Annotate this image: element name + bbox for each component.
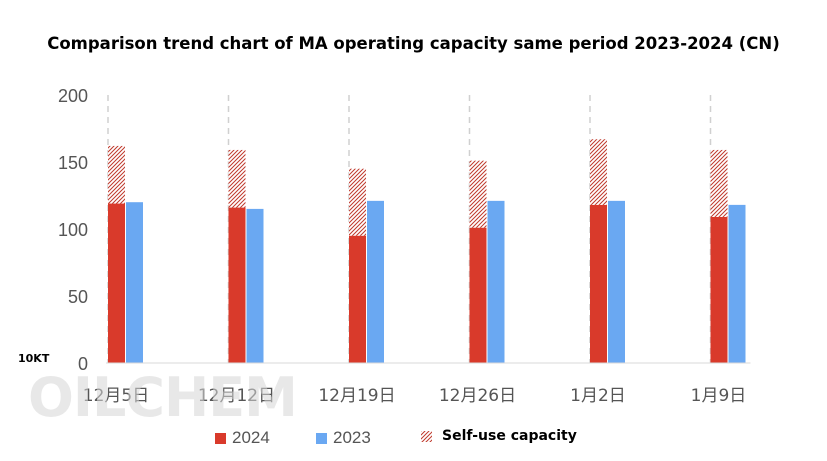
bar-2023 [246,208,264,363]
bar-2024 [108,203,125,363]
legend-item-self-use: Self-use capacity [421,428,577,444]
legend-swatch-self-use [421,430,432,442]
bar-2023 [728,204,746,363]
bar-2024 [590,204,607,363]
bar-2024 [349,235,366,363]
bar-self-use-capacity [710,149,728,217]
bar-self-use-capacity [349,168,366,236]
y-tick-label: 150 [58,153,88,173]
y-tick-label: 100 [58,220,88,240]
x-tick-label: 12月19日 [318,386,395,406]
chart-title: Comparison trend chart of MA operating c… [47,34,780,53]
legend-label-2023: 2023 [333,428,371,447]
chart-legend: 2024 2023 Self-use capacity [0,428,827,450]
y-tick-label: 50 [68,287,88,307]
y-tick-label: 0 [78,354,88,374]
legend-swatch-2023 [316,432,327,444]
bar-2023 [608,200,625,363]
legend-label-self-use: Self-use capacity [442,428,577,444]
bar-self-use-capacity [469,160,487,228]
bar-2023 [367,200,384,363]
y-tick-label: 200 [58,86,88,106]
y-axis-unit-label: 10KT [18,352,50,365]
bar-2023 [126,202,143,363]
legend-item-2023: 2023 [316,428,371,448]
bar-2024 [710,216,728,363]
bar-self-use-capacity [108,145,125,204]
bar-2023 [487,200,505,363]
watermark-logo: OILCHEM [28,366,298,429]
bar-2024 [228,207,246,363]
bar-self-use-capacity [590,139,607,205]
x-tick-label: 12月12日 [198,386,275,406]
x-tick-label: 12月5日 [83,386,149,406]
bar-2024 [469,227,487,363]
legend-swatch-2024 [215,432,226,444]
x-tick-label: 12月26日 [439,386,516,406]
legend-item-2024: 2024 [215,428,270,448]
x-tick-label: 1月2日 [570,386,626,406]
x-tick-label: 1月9日 [691,386,747,406]
legend-label-2024: 2024 [232,428,270,447]
bar-self-use-capacity [228,149,246,208]
